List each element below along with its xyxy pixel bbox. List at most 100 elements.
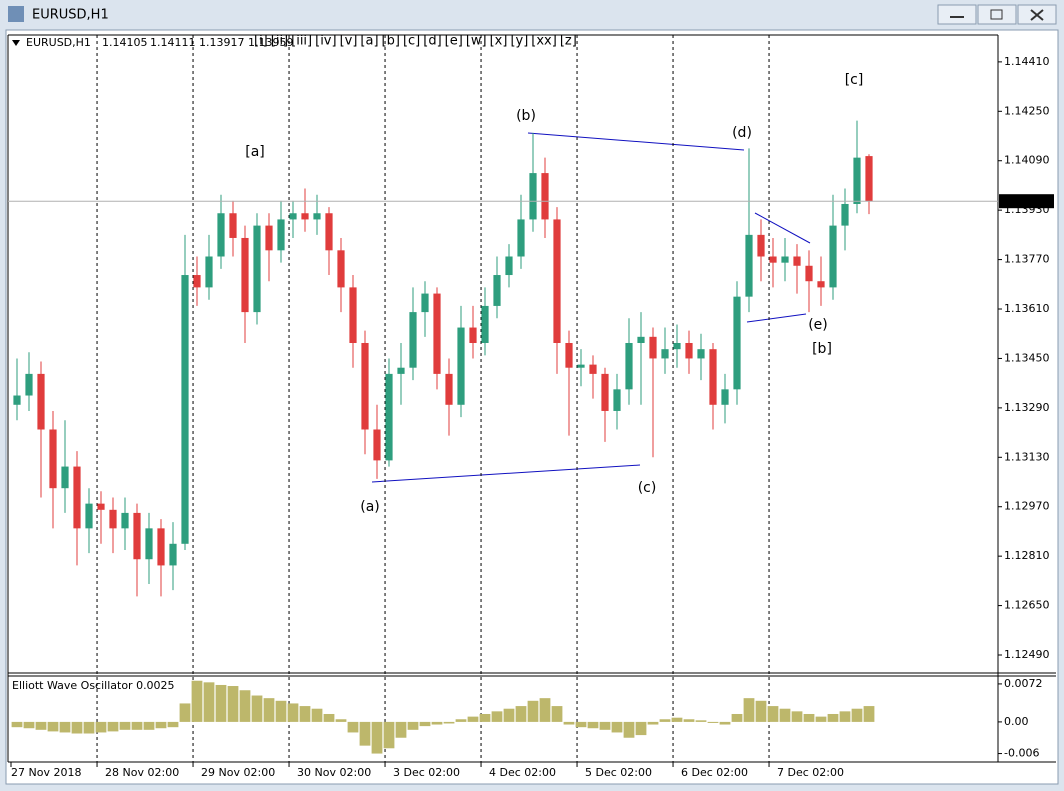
candle-body bbox=[841, 203, 849, 226]
oscillator-bar bbox=[815, 716, 827, 722]
oscillator-bar bbox=[71, 721, 83, 734]
minimize-button[interactable] bbox=[937, 4, 977, 25]
candle-body bbox=[541, 173, 549, 220]
candle-body bbox=[613, 389, 621, 411]
candle-body bbox=[637, 336, 645, 343]
wave-button[interactable]: [i] bbox=[254, 34, 268, 49]
wave-button[interactable]: [x] bbox=[490, 34, 508, 49]
oscillator-bar bbox=[791, 711, 803, 722]
wave-button[interactable]: [w] bbox=[466, 34, 487, 49]
wave-button[interactable]: [iii] bbox=[291, 34, 312, 49]
x-tick-label: 3 Dec 02:00 bbox=[393, 766, 460, 779]
candle-body bbox=[169, 543, 177, 566]
candle-body bbox=[481, 305, 489, 343]
wave-button[interactable]: [ii] bbox=[271, 34, 288, 49]
candle-body bbox=[433, 293, 441, 374]
candle-body bbox=[409, 312, 417, 368]
wave-button[interactable]: [xx] bbox=[531, 34, 557, 49]
price-tag-label: 1.13959 bbox=[1004, 194, 1050, 207]
x-tick-label: 7 Dec 02:00 bbox=[777, 766, 844, 779]
wave-button[interactable]: [v] bbox=[340, 34, 358, 49]
oscillator-bar bbox=[395, 721, 407, 738]
oscillator-bar bbox=[659, 719, 671, 722]
oscillator-bar bbox=[647, 721, 659, 725]
price-tag bbox=[999, 194, 1054, 209]
candle-body bbox=[265, 225, 273, 251]
oscillator-bar bbox=[371, 721, 383, 754]
wave-button[interactable]: [c] bbox=[403, 34, 420, 49]
oscillator-bar bbox=[515, 706, 527, 722]
dropdown-arrow[interactable] bbox=[12, 40, 20, 46]
oscillator-bar bbox=[35, 721, 47, 730]
oscillator-bar bbox=[23, 721, 35, 729]
oscillator-bar bbox=[479, 713, 491, 722]
candle-body bbox=[373, 429, 381, 461]
oscillator-bar bbox=[779, 708, 791, 722]
oscillator-bar bbox=[95, 721, 107, 733]
x-tick-label: 4 Dec 02:00 bbox=[489, 766, 556, 779]
candle-body bbox=[193, 275, 201, 288]
oscillator-bar bbox=[179, 703, 191, 722]
x-tick-label: 27 Nov 2018 bbox=[11, 766, 81, 779]
candle-body bbox=[733, 296, 741, 390]
wave-button[interactable]: [iv] bbox=[315, 34, 336, 49]
oscillator-bar bbox=[491, 711, 503, 722]
candle-body bbox=[97, 503, 105, 510]
candle-body bbox=[181, 275, 189, 544]
trend-line bbox=[527, 132, 745, 151]
oscillator-bar bbox=[563, 721, 575, 725]
oscillator-bar bbox=[695, 720, 707, 722]
oscillator-bar bbox=[383, 721, 395, 749]
candle-body bbox=[313, 213, 321, 220]
oscillator-bar bbox=[167, 721, 179, 728]
oscillator-bar bbox=[47, 721, 59, 732]
oscillator-bar bbox=[323, 713, 335, 722]
candle-body bbox=[853, 157, 861, 204]
candle-body bbox=[685, 342, 693, 359]
candle-body bbox=[145, 528, 153, 560]
wave-button[interactable]: [d] bbox=[423, 34, 441, 49]
y-tick-label: 1.12810 bbox=[1004, 549, 1050, 562]
oscillator-bar bbox=[863, 706, 875, 722]
oscillator-bar bbox=[635, 721, 647, 736]
wave-button[interactable]: [y] bbox=[510, 34, 528, 49]
wave-toolbar: [i] [ii] [iii] [iv] [v] [a] [b] [c] [d] [e] [w] [x]… bbox=[254, 34, 577, 49]
wave-button[interactable]: [e] bbox=[445, 34, 463, 49]
wave-button[interactable]: [a] bbox=[360, 34, 378, 49]
maximize-button[interactable] bbox=[977, 4, 1017, 25]
oscillator-bar bbox=[623, 721, 635, 738]
y-tick-label: 1.13770 bbox=[1004, 253, 1050, 266]
wave-button[interactable]: [b] bbox=[382, 34, 400, 49]
wave-label: (c) bbox=[638, 480, 657, 496]
candle-body bbox=[13, 395, 21, 405]
oscillator-bar bbox=[107, 721, 119, 732]
oscillator-bar bbox=[803, 713, 815, 722]
oscillator-bar bbox=[275, 700, 287, 722]
oscillator-bar bbox=[827, 713, 839, 722]
y-tick-label: 1.12490 bbox=[1004, 648, 1050, 661]
candle-body bbox=[865, 156, 873, 202]
candle-body bbox=[769, 256, 777, 263]
y-tick-label: 1.12650 bbox=[1004, 599, 1050, 612]
close-price: 1.13959 bbox=[248, 36, 294, 49]
maximize-icon bbox=[990, 9, 1003, 20]
oscillator-bar bbox=[131, 721, 143, 730]
trend-line bbox=[371, 464, 641, 483]
candle-body bbox=[121, 512, 129, 529]
wave-label: (b) bbox=[516, 108, 536, 124]
oscillator-bar bbox=[83, 721, 95, 734]
oscillator-bar bbox=[731, 713, 743, 722]
y-tick-label: 1.13130 bbox=[1004, 450, 1050, 463]
oscillator-bar bbox=[263, 698, 275, 722]
wave-button[interactable]: [z] bbox=[560, 34, 577, 49]
oscillator-bar bbox=[431, 721, 443, 725]
candle-body bbox=[205, 256, 213, 288]
x-tick-label: 30 Nov 02:00 bbox=[297, 766, 371, 779]
oscillator-bar bbox=[503, 708, 515, 722]
candle-body bbox=[661, 349, 669, 359]
candle-body bbox=[289, 213, 297, 220]
wave-label: [c] bbox=[845, 72, 864, 88]
oscillator-bar bbox=[683, 719, 695, 722]
